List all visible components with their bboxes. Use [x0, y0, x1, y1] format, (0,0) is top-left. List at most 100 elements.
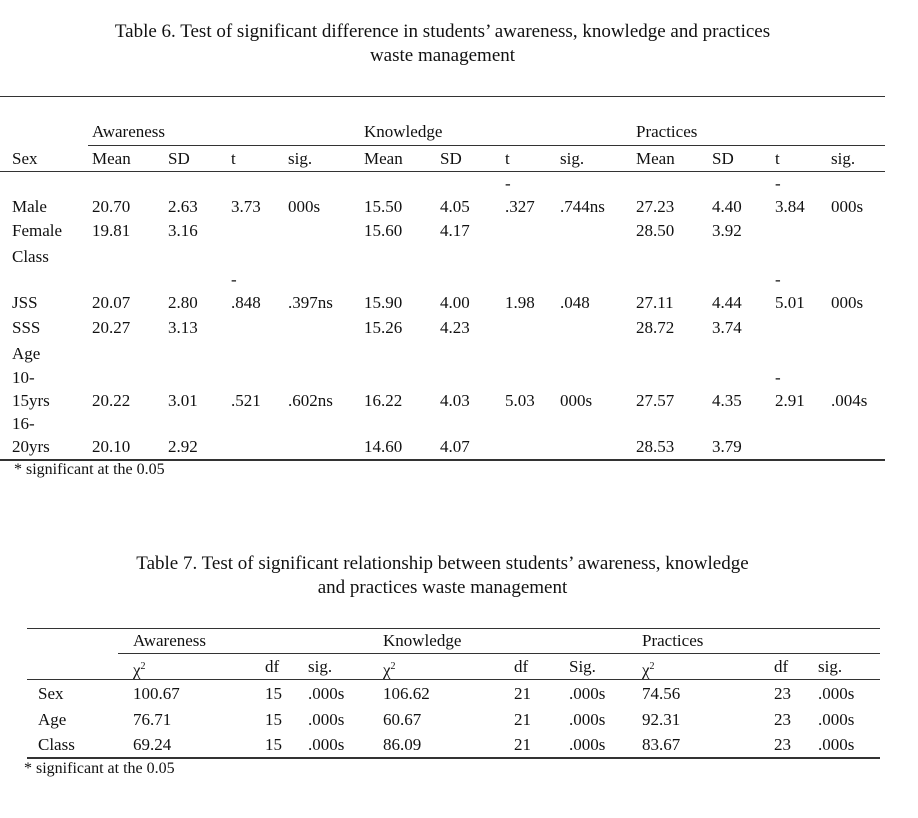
table-cell: .000s [308, 684, 345, 703]
table-cell: .327 [505, 197, 535, 216]
column-header: t [505, 149, 510, 168]
superscript-2: 2 [390, 661, 396, 672]
table-cell: .000s [569, 684, 606, 703]
column-header: SD [440, 149, 462, 168]
table-cell: 60.67 [383, 710, 422, 729]
table-cell: 23 [774, 735, 791, 754]
column-header: sig. [818, 657, 843, 676]
table-cell: 2.91 [775, 391, 805, 410]
column-header: Sex [12, 149, 38, 168]
table-cell: 16.22 [364, 391, 403, 410]
table-cell: 2.80 [168, 293, 198, 312]
table-cell: .004s [831, 391, 868, 410]
table-cell: .602ns [288, 391, 333, 410]
table-cell: .000s [818, 735, 855, 754]
table-cell: 15.60 [364, 221, 403, 240]
table-cell: 2.63 [168, 197, 198, 216]
table-cell: 4.35 [712, 391, 742, 410]
table-cell: 3.13 [168, 318, 198, 337]
table6-footnote: * significant at the 0.05 [14, 461, 165, 478]
table-cell: 3.73 [231, 197, 261, 216]
table-cell: 5.03 [505, 391, 535, 410]
column-header: sig. [308, 657, 333, 676]
table-cell: 27.57 [636, 391, 675, 410]
row-label: 20yrs [12, 437, 50, 456]
column-header: sig. [831, 149, 856, 168]
table-cell: 76.71 [133, 710, 172, 729]
table7-header-rule [27, 679, 880, 680]
superscript-2: 2 [140, 661, 146, 672]
table-cell: 20.07 [92, 293, 131, 312]
table-cell: 28.53 [636, 437, 675, 456]
table-cell: .521 [231, 391, 261, 410]
table-cell: .000s [818, 710, 855, 729]
group-header: Practices [636, 122, 698, 141]
table6-top-rule [0, 96, 885, 97]
table-cell: 92.31 [642, 710, 681, 729]
superscript-2: 2 [649, 661, 655, 672]
group-header: Knowledge [383, 631, 462, 650]
table-cell: 15.90 [364, 293, 403, 312]
table-cell: .744ns [560, 197, 605, 216]
row-label: JSS [12, 293, 38, 312]
table-cell: 15.26 [364, 318, 403, 337]
table-cell: 4.05 [440, 197, 470, 216]
group-header: Practices [642, 631, 704, 650]
column-header: SD [712, 149, 734, 168]
table-cell: 4.44 [712, 293, 742, 312]
table-cell: 100.67 [133, 684, 180, 703]
table-cell: 3.01 [168, 391, 198, 410]
table-cell: 27.11 [636, 293, 674, 312]
table-cell: 4.00 [440, 293, 470, 312]
column-header: χ2 [642, 660, 655, 680]
table7-title-line2: and practices waste management [317, 577, 568, 598]
column-header: df [265, 657, 280, 676]
table-cell: 2.92 [168, 437, 198, 456]
table-cell: - [231, 270, 237, 289]
row-label: SSS [12, 318, 41, 337]
column-header: t [231, 149, 236, 168]
table7-title-line1: Table 7. Test of significant relationshi… [136, 553, 749, 574]
column-header: χ2 [133, 660, 146, 680]
table6-title: Table 6. Test of significant difference … [0, 20, 885, 68]
column-header: Mean [636, 149, 675, 168]
table-cell: .000s [569, 735, 606, 754]
column-header: Mean [364, 149, 403, 168]
table-cell: 15 [265, 735, 282, 754]
table-cell: 23 [774, 684, 791, 703]
group-header: Knowledge [364, 122, 443, 141]
table-cell: .000s [308, 710, 345, 729]
table6-header-rule [0, 171, 885, 172]
row-label: Class [12, 247, 49, 266]
table6-title-line2: waste management [369, 45, 516, 66]
table-cell: 4.03 [440, 391, 470, 410]
table-cell: 23 [774, 710, 791, 729]
table-cell: 3.92 [712, 221, 742, 240]
table-cell: .397ns [288, 293, 333, 312]
table-cell: 3.16 [168, 221, 198, 240]
row-label: 10- [12, 368, 35, 387]
table-cell: .000s [569, 710, 606, 729]
table-cell: 4.17 [440, 221, 470, 240]
table-cell: .848 [231, 293, 261, 312]
column-header: t [775, 149, 780, 168]
column-header: χ2 [383, 660, 396, 680]
column-header: sig. [288, 149, 313, 168]
column-header: Mean [92, 149, 131, 168]
table-cell: 3.74 [712, 318, 742, 337]
group-header: Awareness [133, 631, 207, 650]
row-label: Male [12, 197, 47, 216]
column-header: Sig. [569, 657, 596, 676]
table-cell: 000s [831, 197, 864, 216]
row-label: Class [38, 735, 75, 754]
table7-bottom-rule [27, 757, 880, 759]
table-cell: - [775, 174, 781, 193]
table6-bottom-rule [0, 459, 885, 461]
table-cell: 15.50 [364, 197, 403, 216]
table-cell: 27.23 [636, 197, 675, 216]
table-cell: - [775, 368, 781, 387]
table-cell: 15 [265, 684, 282, 703]
row-label: Age [12, 344, 41, 363]
row-label: Female [12, 221, 63, 240]
table-cell: 000s [288, 197, 321, 216]
